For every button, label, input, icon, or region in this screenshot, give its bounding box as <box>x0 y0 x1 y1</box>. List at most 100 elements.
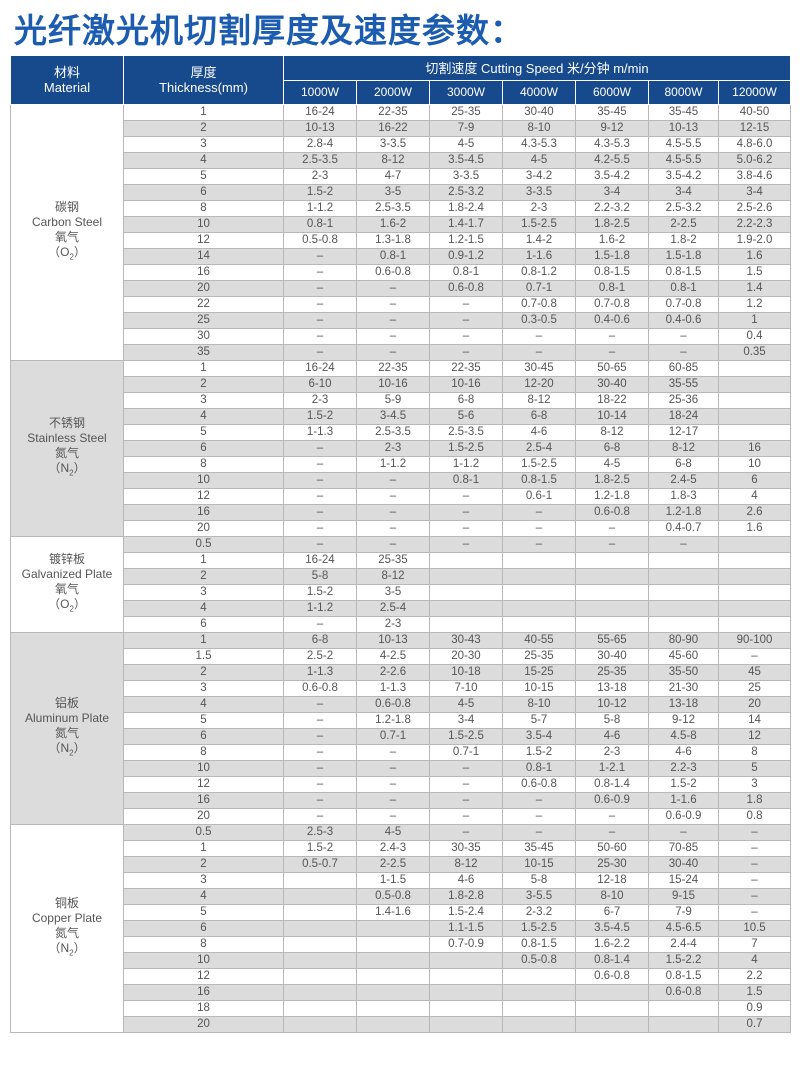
gas-symbol: O <box>60 245 70 260</box>
table-row: 碳钢 Carbon Steel 氧气 （O2） 1 16-24 22-35 25-35 30-4… <box>10 104 792 361</box>
speed-cell: 1.5-2.5 <box>502 920 576 937</box>
speed-cell: 4.5-5.5 <box>648 152 719 169</box>
speed-cell: 0.6-0.8 <box>429 280 503 297</box>
speed-cell: – <box>502 328 576 345</box>
thickness-cell: 8 <box>123 744 284 761</box>
speed-cell: 1-1.6 <box>502 248 576 265</box>
speed-cell: – <box>429 312 503 329</box>
thickness-cell: 4 <box>123 408 284 425</box>
speed-cell: – <box>283 696 357 713</box>
speed-cell: 1.4 <box>717 280 792 297</box>
speed-cell: 0.7-0.9 <box>429 936 503 953</box>
material-header-cn: 材料 <box>53 65 80 80</box>
table-row: 12 0.5-0.8 1.3-1.8 1.2-1.5 1.4-2 1.6-2 1.8-2 1.… <box>11 232 792 249</box>
speed-cell: 30-40 <box>575 376 649 393</box>
cutting-parameters-table: 材料 Material 厚度 Thickness(mm) 切割速度 Cuttin… <box>10 55 792 1033</box>
speed-cell: – <box>429 776 503 793</box>
speed-cell: – <box>283 472 357 489</box>
thickness-header-en: Thickness(mm) <box>159 80 248 95</box>
speed-cell: 1.2-1.8 <box>356 712 430 729</box>
speed-cell: 8-12 <box>575 424 649 441</box>
speed-cell: – <box>283 248 357 265</box>
speed-cell <box>575 584 649 601</box>
speed-cell: 1.4-1.6 <box>356 904 430 921</box>
speed-cell: 16-24 <box>283 552 357 569</box>
speed-cell: 55-65 <box>575 632 649 649</box>
thickness-cell: 30 <box>123 328 284 345</box>
gas-subscript: 2 <box>69 468 74 478</box>
speed-cell <box>502 552 576 569</box>
speed-cell: 16 <box>717 440 792 457</box>
speed-cell: 10-13 <box>648 120 719 137</box>
table-row: 8– –0.7-1 1.5-2 2-3 4-6 8 <box>11 744 792 761</box>
speed-cell: 0.8-1.5 <box>502 472 576 489</box>
speed-cell: – <box>429 520 503 537</box>
speed-cell: 2.5-3.5 <box>356 424 430 441</box>
speed-cell <box>502 600 576 617</box>
speed-cell: 1.5 <box>717 264 792 281</box>
speed-cell: 2.5-3.5 <box>283 152 357 169</box>
speed-cell: 5-8 <box>575 712 649 729</box>
speed-cell <box>356 968 430 985</box>
speed-cell: 0.9 <box>717 1000 792 1017</box>
thickness-cell: 12 <box>123 488 284 505</box>
speed-cell: 4 <box>717 488 792 505</box>
speed-cell: 1.2-1.8 <box>648 504 719 521</box>
material-name-cn: 碳钢 <box>54 200 79 215</box>
thickness-cell: 12 <box>123 232 284 249</box>
speed-cell: 0.7 <box>717 1016 792 1033</box>
speed-cell: 2.5-2.6 <box>717 200 792 217</box>
speed-cell: 6-8 <box>648 456 719 473</box>
speed-cell: 0.4-0.6 <box>575 312 649 329</box>
speed-cell: 4-5 <box>429 136 503 153</box>
speed-cell: 1.5-2.5 <box>502 456 576 473</box>
gas-name-cn: 氮气 <box>54 726 79 741</box>
thickness-cell: 1 <box>123 632 284 649</box>
speed-cell: 0.8-1 <box>283 216 357 233</box>
gas-subscript: 2 <box>69 252 74 262</box>
thickness-cell: 8 <box>123 456 284 473</box>
speed-cell: 2.5-4 <box>356 600 430 617</box>
speed-cell <box>648 1000 719 1017</box>
table-row: 3 1.5-2 3-5 <box>11 584 792 601</box>
speed-cell: 0.8-1 <box>502 760 576 777</box>
speed-cell: 1-1.5 <box>356 872 430 889</box>
speed-cell: 0.8-1.5 <box>648 968 719 985</box>
speed-cell: 4 <box>717 952 792 969</box>
speed-cell: – <box>283 344 357 361</box>
speed-cell: – <box>283 776 357 793</box>
thickness-cell: 4 <box>123 152 284 169</box>
speed-cell <box>717 616 792 633</box>
speed-cell: 1-1.3 <box>283 424 357 441</box>
speed-cell: 8-10 <box>575 888 649 905</box>
thickness-header: 厚度 Thickness(mm) <box>123 55 284 105</box>
thickness-cell: 3 <box>123 392 284 409</box>
table-row: 8 0.7-0.9 0.8-1.5 1.6-2.2 2.4-4 7 <box>11 936 792 953</box>
speed-cell: – <box>283 504 357 521</box>
table-row: 铜板 Copper Plate 氮气 （N2） 0.5 2.5-3 4-5– – – – – <box>10 824 792 1033</box>
gas-symbol: N <box>60 941 70 956</box>
speed-cell: – <box>429 792 503 809</box>
speed-cell: 16-24 <box>283 104 357 121</box>
thickness-cell: 16 <box>123 264 284 281</box>
table-row: 2 0.5-0.7 2-2.5 8-12 10-15 25-30 30-40– <box>11 856 792 873</box>
speed-cell <box>356 936 430 953</box>
thickness-cell: 16 <box>123 792 284 809</box>
speed-cell: 22-35 <box>356 104 430 121</box>
speed-cell <box>356 952 430 969</box>
thickness-cell: 16 <box>123 984 284 1001</box>
table-row: 20 0.7 <box>11 1016 792 1033</box>
speed-cell: 7-9 <box>648 904 719 921</box>
thickness-cell: 4 <box>123 888 284 905</box>
speed-cell: 2.2 <box>717 968 792 985</box>
speed-cell: 70-85 <box>648 840 719 857</box>
table-row: 2 10-13 16-22 7-9 8-10 9-12 10-13 12-15 <box>11 120 792 137</box>
speed-cell: 4.5-8 <box>648 728 719 745</box>
thickness-cell: 6 <box>123 184 284 201</box>
speed-cell: 1.5-2 <box>283 408 357 425</box>
speed-cell: 30-35 <box>429 840 503 857</box>
speed-cell: – <box>356 808 430 825</box>
speed-cell: 1.5-2 <box>283 184 357 201</box>
table-row: 20– – – – –0.4-0.7 1.6 <box>11 520 792 537</box>
power-header-8000w: 8000W <box>648 80 719 105</box>
